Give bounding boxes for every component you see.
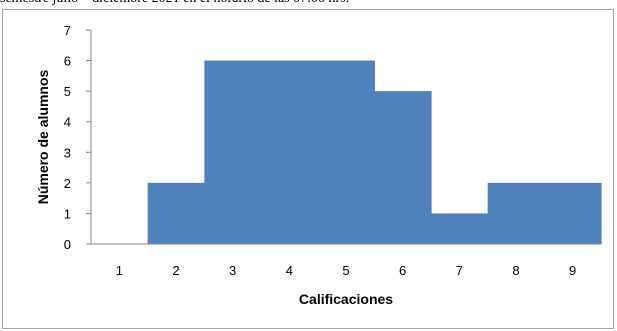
y-tick-label: 5 — [64, 84, 71, 99]
y-tick-label: 0 — [64, 237, 71, 252]
bar-9 — [544, 183, 601, 244]
bar-7 — [431, 213, 488, 244]
y-tick-group: 0 1 2 3 4 5 6 7 — [64, 23, 91, 252]
bar-6 — [374, 91, 431, 244]
x-tick-group: 1 2 3 4 5 6 7 8 9 — [116, 263, 577, 278]
x-tick-label: 9 — [569, 263, 576, 278]
bar-4 — [261, 61, 318, 244]
y-tick-label: 4 — [64, 115, 71, 130]
x-axis-title: Calificaciones — [299, 291, 393, 307]
x-tick-label: 2 — [172, 263, 179, 278]
y-tick-label: 3 — [64, 145, 71, 160]
y-tick-label: 7 — [64, 23, 71, 38]
x-tick-label: 6 — [399, 263, 406, 278]
bar-group — [148, 61, 602, 244]
bar-2 — [148, 183, 205, 244]
bar-5 — [318, 61, 375, 244]
bar-8 — [488, 183, 545, 244]
x-tick-label: 1 — [116, 263, 123, 278]
x-tick-label: 8 — [512, 263, 519, 278]
x-tick-label: 4 — [286, 263, 293, 278]
bar-3 — [204, 61, 261, 244]
x-tick-label: 7 — [456, 263, 463, 278]
y-axis-title: Número de alumnos — [35, 70, 51, 205]
y-tick-label: 1 — [64, 206, 71, 221]
x-tick-label: 5 — [342, 263, 349, 278]
x-tick-label: 3 — [229, 263, 236, 278]
y-tick-label: 2 — [64, 176, 71, 191]
y-tick-label: 6 — [64, 54, 71, 69]
